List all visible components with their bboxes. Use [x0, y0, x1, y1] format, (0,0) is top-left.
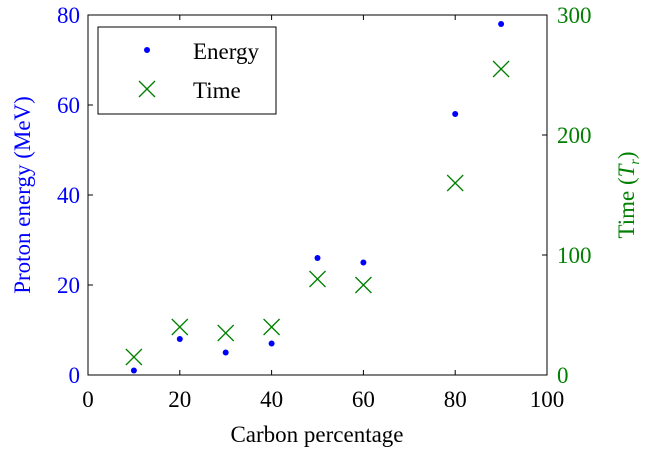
- energy-point: [452, 111, 459, 117]
- left-y-tick-label: 20: [57, 273, 80, 298]
- legend-time-marker: [138, 80, 156, 98]
- right-y-axis-title-prefix: Time (: [614, 177, 639, 238]
- energy-point: [314, 255, 321, 261]
- energy-point: [360, 259, 367, 266]
- time-point: [171, 318, 189, 336]
- energy-point: [222, 349, 229, 356]
- legend-box: [97, 26, 277, 115]
- time-point: [263, 318, 281, 336]
- time-point: [446, 174, 464, 192]
- right-y-axis-title: Time (Tr): [614, 151, 643, 238]
- legend-label-time: Time: [193, 78, 241, 103]
- x-tick-label: 0: [82, 387, 94, 412]
- right-y-tick-label: 300: [557, 3, 592, 28]
- legend: Energy Time: [97, 26, 277, 115]
- time-point: [125, 348, 143, 366]
- legend-energy-marker: [144, 47, 150, 53]
- x-tick-label: 100: [530, 387, 565, 412]
- right-y-tick-label: 0: [557, 363, 569, 388]
- left-y-axis-ticks: 0 20 40 60 80: [57, 3, 93, 388]
- energy-point: [130, 367, 137, 374]
- time-point: [354, 276, 372, 294]
- left-y-tick-label: 40: [57, 183, 80, 208]
- right-y-tick-label: 200: [557, 123, 592, 148]
- time-point: [217, 324, 235, 342]
- right-y-tick-label: 100: [557, 243, 592, 268]
- time-point: [309, 270, 326, 288]
- x-tick-label: 40: [260, 387, 283, 412]
- x-axis-title: Carbon percentage: [230, 422, 403, 447]
- energy-point: [176, 336, 183, 342]
- energy-point: [498, 21, 505, 27]
- right-y-axis-ticks: 0 100 200 300: [542, 3, 592, 388]
- right-y-axis-title-suffix: ): [614, 151, 639, 159]
- x-tick-label: 60: [352, 387, 375, 412]
- legend-label-energy: Energy: [193, 39, 260, 64]
- data-points: [125, 21, 510, 374]
- x-tick-label: 20: [168, 387, 191, 412]
- right-y-axis-title-symbol: T: [614, 162, 639, 177]
- x-axis-ticks: 0 20 40 60 80 100: [82, 15, 564, 412]
- right-y-axis-title-subscript: r: [628, 159, 643, 165]
- x-tick-label: 80: [444, 387, 467, 412]
- left-y-axis-title: Proton energy (MeV): [10, 96, 35, 294]
- time-point: [492, 60, 510, 78]
- left-y-tick-label: 0: [69, 363, 81, 388]
- left-y-tick-label: 80: [57, 3, 80, 28]
- left-y-tick-label: 60: [57, 93, 80, 118]
- energy-point: [268, 340, 275, 347]
